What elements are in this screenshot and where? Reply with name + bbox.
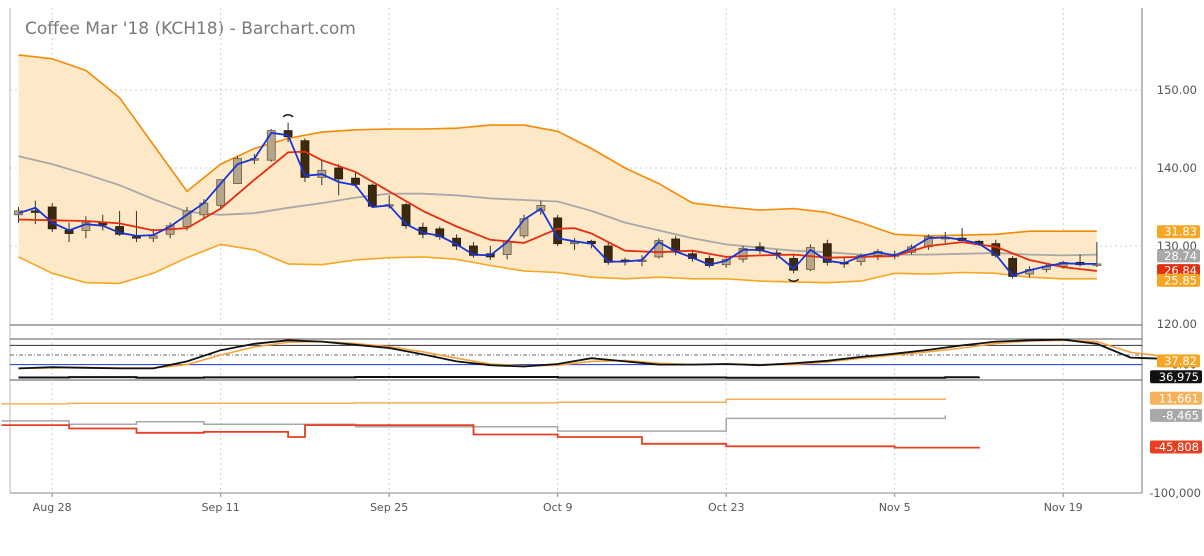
- bollinger-upper-line: [18, 54, 1097, 237]
- candle-body: [182, 210, 192, 227]
- x-tick-label: Nov 19: [1044, 501, 1083, 514]
- cot-orange-line: [1, 398, 947, 405]
- ma-blue-line: [18, 131, 1097, 277]
- ma-red-line: [18, 150, 1098, 272]
- cot-black-line: [18, 376, 980, 379]
- chart-title: Coffee Mar '18 (KCH18) - Barchart.com: [25, 19, 356, 39]
- price-badge: [1150, 408, 1202, 422]
- axes: 150.00140.00130.00120.000.00-100,000Aug …: [33, 83, 1201, 514]
- candle-body: [300, 140, 310, 178]
- price-badge: [1150, 440, 1202, 454]
- price-badge: [1150, 391, 1202, 405]
- y-tick-label: 140.00: [1157, 161, 1197, 175]
- price-badge-label: -45,808: [1155, 440, 1199, 454]
- cot-y-tick-label: -100,000: [1149, 486, 1201, 500]
- stoch-k-line: [18, 338, 1165, 370]
- candle-body: [1008, 258, 1018, 277]
- swing-low-marker: [788, 278, 800, 283]
- price-badge-label: 36,975: [1159, 370, 1199, 384]
- x-tick-label: Oct 9: [543, 501, 573, 514]
- stoch-d-line: [18, 339, 1165, 370]
- candle-body: [132, 236, 141, 239]
- candle-body: [351, 177, 360, 185]
- price-badges: 31.8328.7426.8425.8537.8236,97511,661-8,…: [1150, 225, 1202, 454]
- price-badge-label: 28.74: [1164, 249, 1197, 263]
- candle-body: [806, 247, 815, 270]
- price-badge-label: 31.83: [1164, 225, 1197, 239]
- candle-body: [738, 247, 748, 260]
- x-tick-label: Sep 25: [370, 501, 408, 514]
- candle-body: [401, 204, 411, 227]
- bollinger-fill: [18, 54, 1097, 284]
- y-tick-label: 120.00: [1157, 317, 1197, 331]
- candle-body: [266, 130, 276, 161]
- chart-frame: [9, 8, 1143, 494]
- candle-body: [216, 179, 226, 206]
- candle-body: [603, 245, 613, 263]
- candle-body: [47, 206, 57, 230]
- candle-body: [519, 218, 529, 237]
- x-tick-label: Sep 11: [202, 501, 240, 514]
- price-badge: [1157, 249, 1200, 263]
- bollinger-lower-line: [18, 243, 1097, 285]
- candle-body: [822, 243, 832, 263]
- price-badge-label: 25.85: [1164, 273, 1197, 287]
- price-badge-label: 37.82: [1164, 354, 1197, 368]
- middle-ma-line: [18, 155, 1097, 257]
- price-badge: [1157, 225, 1200, 239]
- swing-high-marker: [282, 114, 294, 118]
- moving-averages: [18, 131, 1098, 277]
- price-badge-label: -8,465: [1162, 408, 1199, 422]
- candle-body: [148, 235, 158, 239]
- cot-panel: [1, 376, 980, 449]
- x-tick-label: Oct 23: [708, 501, 745, 514]
- price-badge-label: 11,661: [1159, 391, 1199, 405]
- x-tick-label: Nov 5: [879, 501, 911, 514]
- price-badge: [1150, 370, 1202, 384]
- price-badge: [1157, 354, 1200, 368]
- stochastic-panel: [10, 338, 1165, 370]
- candle-body: [233, 158, 242, 184]
- x-tick-label: Aug 28: [33, 501, 72, 514]
- price-badge: [1157, 273, 1200, 287]
- cot-red-line: [1, 424, 980, 449]
- candle-body: [654, 240, 664, 258]
- bollinger-bands: [18, 54, 1097, 285]
- candle-body: [334, 167, 344, 180]
- y-tick-label: 150.00: [1157, 83, 1197, 97]
